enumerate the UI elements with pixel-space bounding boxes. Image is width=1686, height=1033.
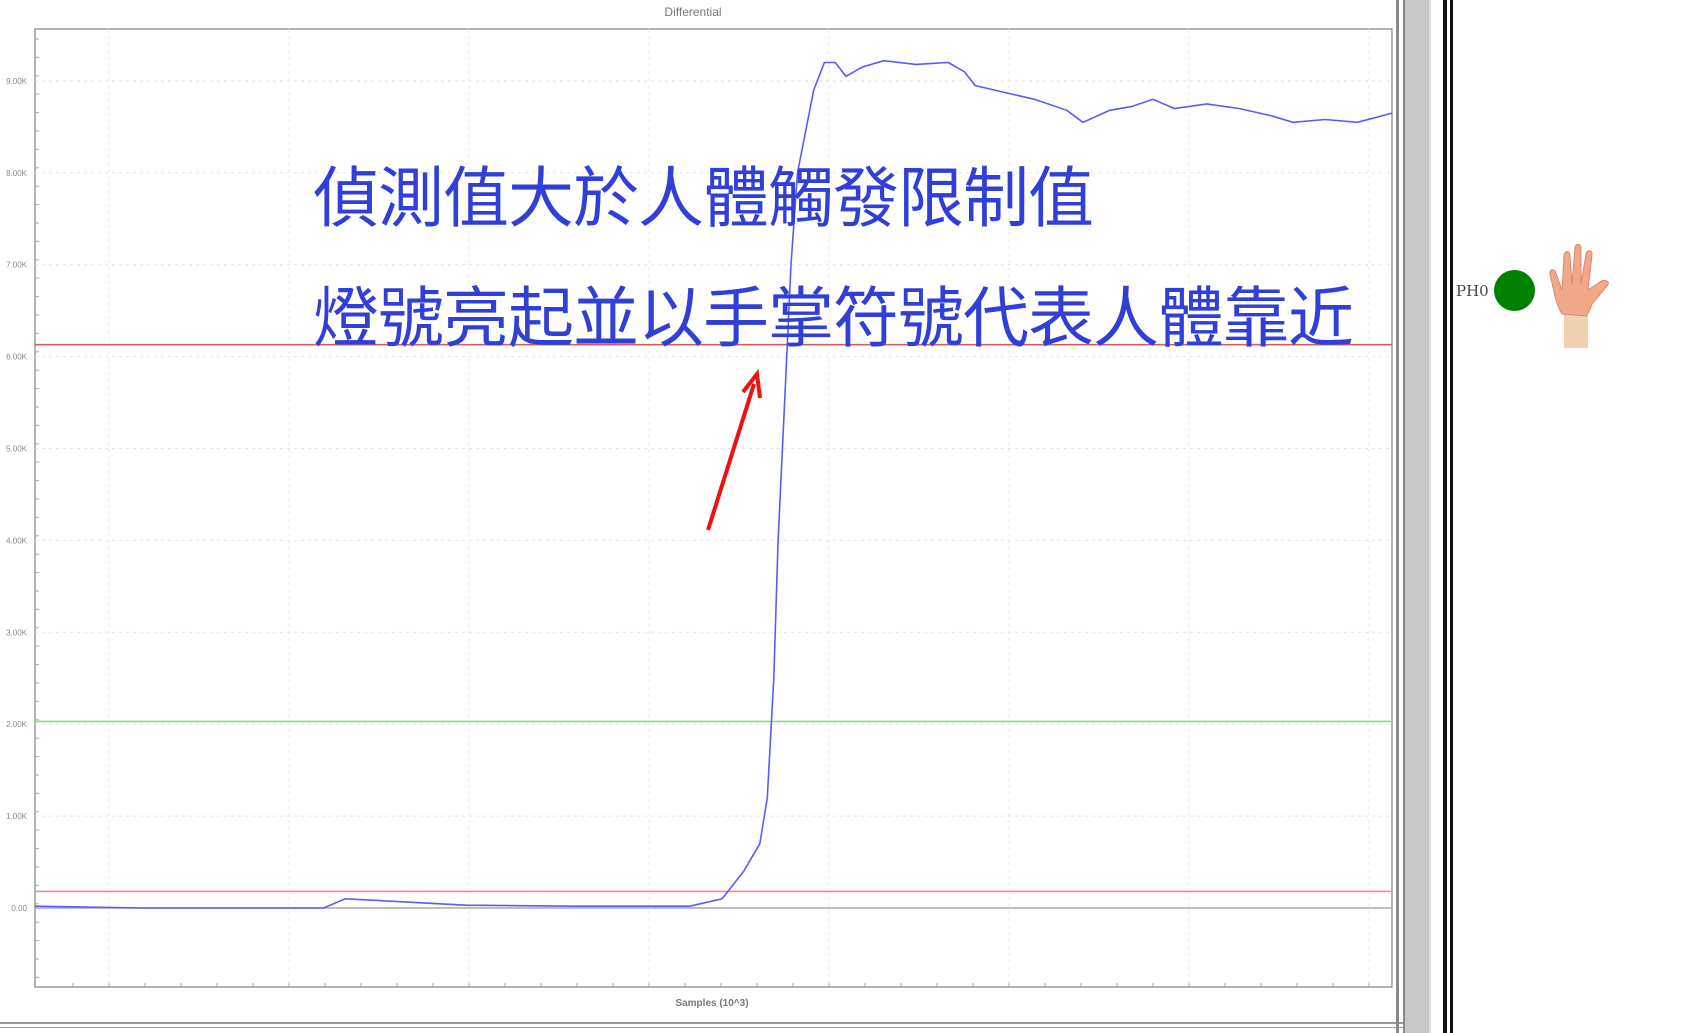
- panel-border: [1396, 0, 1399, 1033]
- differential-chart: 0.00 1.00K 2.00K 3.00K 4.00K 5.00K 6.00K 7.00K 8…: [6, 5, 1393, 1009]
- red-arrow: [706, 368, 762, 531]
- y-tick-label: 2.00K: [6, 720, 28, 729]
- y-tick-label: 8.00K: [6, 169, 28, 178]
- y-tick-label: 9.00K: [6, 77, 28, 86]
- y-tick-label: 5.00K: [6, 445, 28, 454]
- chart-title: Differential: [664, 5, 721, 19]
- y-tick-label: 6.00K: [6, 353, 28, 362]
- series-line: [34, 59, 1393, 909]
- annotation-line-1: 偵測值大於人體觸發限制值: [313, 160, 1094, 237]
- led-indicator: [1494, 270, 1535, 311]
- y-tick-label: 1.00K: [6, 812, 28, 821]
- y-tick-label: 7.00K: [6, 261, 28, 270]
- panel-bottom-border: [0, 1022, 1403, 1028]
- y-tick-label: 4.00K: [6, 536, 28, 545]
- vertical-scrollbar[interactable]: [1403, 0, 1431, 1033]
- divider: [1450, 0, 1453, 1033]
- series-points: [34, 60, 1393, 909]
- divider: [1443, 0, 1447, 1033]
- annotation-line-2: 燈號亮起並以手掌符號代表人體靠近: [313, 280, 1354, 357]
- x-axis-label: Samples (10^3): [675, 998, 748, 1009]
- y-tick-label: 0.00: [11, 904, 27, 913]
- indicator-label: PH0: [1456, 282, 1489, 300]
- y-tick-label: 3.00K: [6, 628, 28, 637]
- hand-icon: [1549, 244, 1609, 348]
